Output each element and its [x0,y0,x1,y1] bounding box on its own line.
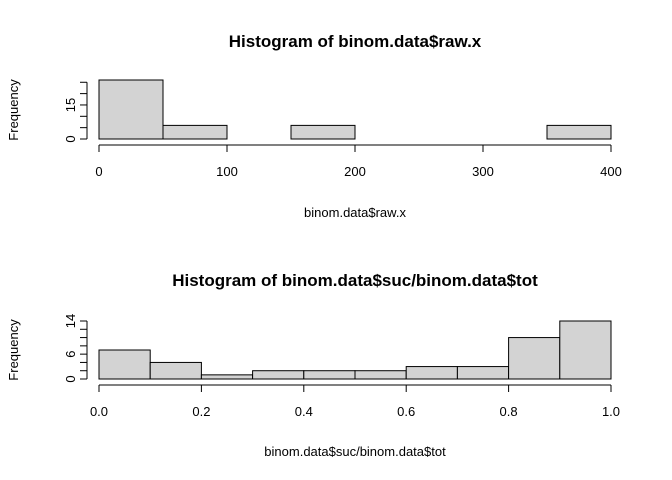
x-tick-label: 0.2 [192,404,210,419]
histogram-bar [200,374,254,380]
x-tick-label: 0.4 [295,404,313,419]
chart-title: Histogram of binom.data$raw.x [229,32,482,51]
y-tick-label: 6 [63,351,78,358]
x-tick-label: 200 [344,164,366,179]
histogram-bar [98,79,164,140]
x-tick-label: 100 [216,164,238,179]
histogram-bar [162,124,228,140]
x-tick-label: 0.8 [500,404,518,419]
y-axis-label: Frequency [6,79,21,141]
x-tick-label: 0.0 [90,404,108,419]
x-tick-label: 1.0 [602,404,620,419]
histogram-bar [252,370,305,380]
y-axis-label: Frequency [6,319,21,381]
y-tick-label: 14 [63,314,78,328]
x-tick-label: 0 [95,164,102,179]
histogram-bar [354,370,407,380]
chart-title: Histogram of binom.data$suc/binom.data$t… [172,271,538,290]
histogram-bar [456,366,510,380]
histogram-panel-1: Histogram of binom.data$raw.x 0 100 200 300 4… [6,32,622,220]
histogram-bar [405,366,458,380]
x-axis-label: binom.data$suc/binom.data$tot [264,444,446,459]
histogram-bar [546,124,612,140]
x-tick-label: 300 [472,164,494,179]
histogram-bar [508,337,561,380]
histogram-bar [303,370,356,380]
histogram-bar [98,349,151,380]
x-tick-label: 0.6 [397,404,415,419]
y-tick-label: 0 [63,375,78,382]
y-tick-label: 0 [63,135,78,142]
histogram-panel-2: Histogram of binom.data$suc/binom.data$t… [6,271,620,459]
y-tick-label: 15 [63,98,78,112]
x-tick-label: 400 [600,164,622,179]
x-axis-label: binom.data$raw.x [304,205,406,220]
histogram-bar [149,361,202,380]
histogram-bar [559,320,612,380]
histogram-bar [290,124,356,140]
